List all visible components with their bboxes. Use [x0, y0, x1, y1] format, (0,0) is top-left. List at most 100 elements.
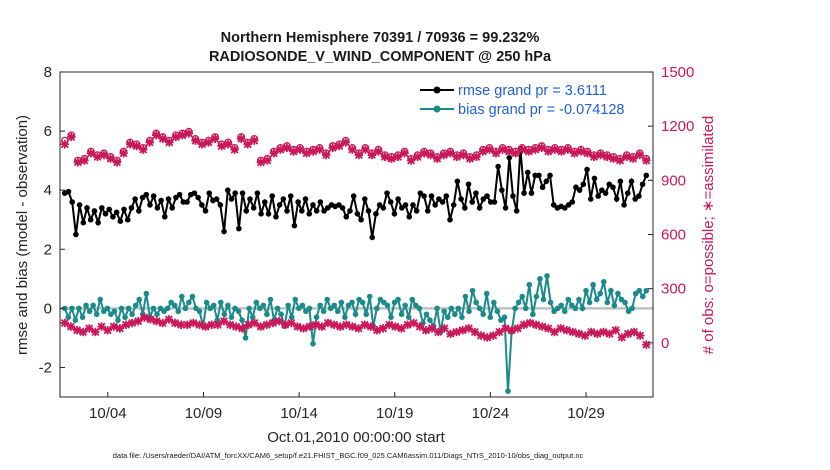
obs-assimilated-point	[66, 322, 76, 331]
data-point	[402, 202, 409, 208]
data-point	[502, 205, 509, 211]
obs-assimilated-point	[293, 322, 302, 331]
obs-assimilated-point	[335, 141, 344, 151]
data-point	[432, 202, 438, 208]
obs-assimilated-point	[504, 147, 514, 156]
data-point	[161, 213, 168, 220]
star-stroke	[263, 156, 272, 165]
data-point	[543, 178, 550, 185]
data-point	[310, 341, 316, 347]
obs-assimilated-point	[354, 324, 363, 333]
data-point	[221, 311, 228, 318]
obs-assimilated-point	[635, 150, 644, 160]
data-point	[150, 193, 157, 199]
obs-assimilated-point	[491, 149, 501, 158]
star-stroke	[230, 145, 239, 154]
star-stroke	[269, 149, 278, 158]
data-point	[90, 302, 96, 309]
right-axis-ticks: 0 300 600 900 1200 1500	[648, 64, 694, 352]
star-stroke	[465, 154, 474, 163]
obs-assimilated-point	[611, 325, 620, 335]
star-stroke	[322, 151, 331, 160]
star-stroke	[434, 328, 443, 336]
obs-assimilated-point	[485, 145, 494, 154]
obs-assimilated-point	[231, 322, 241, 331]
obs-assimilated-point	[372, 325, 382, 335]
data-point	[69, 199, 75, 205]
obs-assimilated-point	[400, 149, 409, 158]
data-point	[466, 308, 472, 315]
star-stroke	[513, 324, 522, 333]
star-stroke	[178, 131, 187, 140]
star-stroke	[330, 320, 339, 329]
star-stroke	[366, 322, 375, 331]
data-point	[473, 299, 479, 306]
star-stroke	[505, 147, 514, 156]
data-point	[590, 281, 596, 288]
obs-assimilated-point	[210, 134, 220, 144]
data-point	[258, 211, 264, 217]
data-point	[106, 206, 113, 213]
obs-assimilated-point	[223, 140, 233, 149]
y-tick-label: 6	[44, 123, 52, 140]
obs-assimilated-point	[446, 329, 455, 339]
obs-assimilated-point	[403, 320, 412, 329]
obs-assimilated-point	[256, 158, 266, 167]
data-point	[469, 287, 476, 294]
data-point	[236, 225, 242, 232]
obs-assimilated-point	[642, 156, 651, 165]
star-stroke	[385, 320, 394, 329]
star-stroke	[550, 145, 559, 154]
star-stroke	[219, 317, 228, 326]
star-stroke	[146, 315, 155, 324]
obs-assimilated-point	[465, 154, 475, 163]
data-point	[76, 305, 82, 312]
obs-assimilated-point	[60, 318, 69, 328]
data-point	[359, 299, 366, 306]
obs-assimilated-point	[615, 156, 625, 165]
data-point	[458, 196, 464, 202]
data-point	[512, 305, 518, 312]
data-point	[285, 302, 291, 309]
data-point	[530, 311, 536, 318]
data-point	[260, 302, 267, 309]
data-point	[448, 305, 455, 312]
data-point	[352, 311, 359, 318]
data-point	[629, 305, 635, 312]
data-point	[610, 184, 616, 191]
obs-assimilated-point	[378, 324, 388, 333]
data-point	[459, 314, 465, 321]
data-point	[87, 216, 94, 223]
obs-assimilated-point	[243, 140, 252, 149]
obs-assimilated-point	[374, 147, 383, 156]
star-stroke	[609, 154, 618, 163]
obs-assimilated-point	[513, 324, 522, 333]
data-point	[247, 196, 253, 202]
obs-assimilated-point	[568, 327, 578, 337]
obs-assimilated-point	[397, 324, 406, 333]
data-point	[547, 172, 553, 179]
star-stroke	[324, 318, 332, 327]
obs-assimilated-point	[274, 316, 284, 326]
star-stroke	[360, 320, 369, 329]
data-point	[143, 191, 150, 198]
star-stroke	[387, 154, 396, 163]
data-point	[217, 202, 224, 208]
obs-assimilated-point	[531, 145, 540, 154]
obs-assimilated-point	[478, 147, 488, 156]
star-stroke	[635, 151, 644, 160]
star-stroke	[617, 333, 626, 342]
star-stroke	[550, 328, 559, 336]
obs-assimilated-point	[413, 152, 422, 162]
obs-assimilated-point	[132, 141, 141, 151]
data-point	[203, 299, 210, 306]
data-point	[175, 308, 182, 315]
obs-assimilated-point	[165, 138, 174, 147]
obs-assimilated-point	[562, 325, 571, 335]
data-point	[465, 181, 472, 188]
obs-assimilated-point	[329, 320, 339, 329]
data-point	[363, 311, 369, 318]
star-stroke	[426, 151, 435, 160]
star-stroke	[440, 324, 449, 333]
obs-assimilated-point	[287, 318, 296, 328]
